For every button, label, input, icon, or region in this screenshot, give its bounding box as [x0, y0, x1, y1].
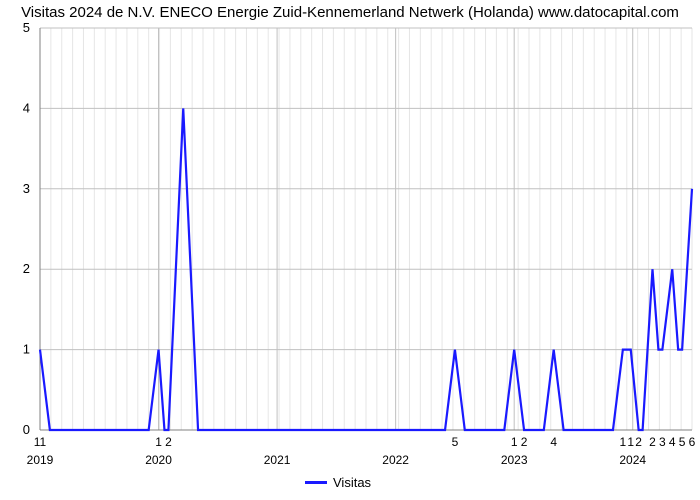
svg-text:11: 11 [34, 435, 47, 449]
svg-text:5: 5 [679, 435, 686, 449]
svg-text:2024: 2024 [619, 453, 646, 467]
svg-text:0: 0 [23, 422, 30, 437]
legend-swatch [305, 481, 327, 484]
svg-text:2: 2 [649, 435, 656, 449]
svg-text:2: 2 [165, 435, 172, 449]
svg-text:2022: 2022 [382, 453, 409, 467]
svg-text:2: 2 [521, 435, 528, 449]
svg-text:2019: 2019 [27, 453, 54, 467]
svg-text:5: 5 [452, 435, 459, 449]
svg-text:3: 3 [659, 435, 666, 449]
svg-text:4: 4 [550, 435, 557, 449]
legend: Visitas [305, 475, 371, 490]
svg-text:4: 4 [23, 100, 30, 115]
svg-text:1: 1 [511, 435, 518, 449]
svg-text:1: 1 [627, 435, 634, 449]
svg-text:1: 1 [23, 342, 30, 357]
svg-text:5: 5 [23, 20, 30, 35]
svg-text:2020: 2020 [145, 453, 172, 467]
visits-line-chart: 2019202020212022202320240123451112512411… [0, 0, 700, 500]
svg-text:3: 3 [23, 181, 30, 196]
svg-text:2021: 2021 [264, 453, 291, 467]
svg-text:4: 4 [669, 435, 676, 449]
svg-text:2: 2 [23, 261, 30, 276]
svg-text:6: 6 [689, 435, 696, 449]
svg-text:2: 2 [635, 435, 642, 449]
svg-text:1: 1 [155, 435, 162, 449]
legend-label: Visitas [333, 475, 371, 490]
svg-text:2023: 2023 [501, 453, 528, 467]
svg-text:1: 1 [620, 435, 627, 449]
